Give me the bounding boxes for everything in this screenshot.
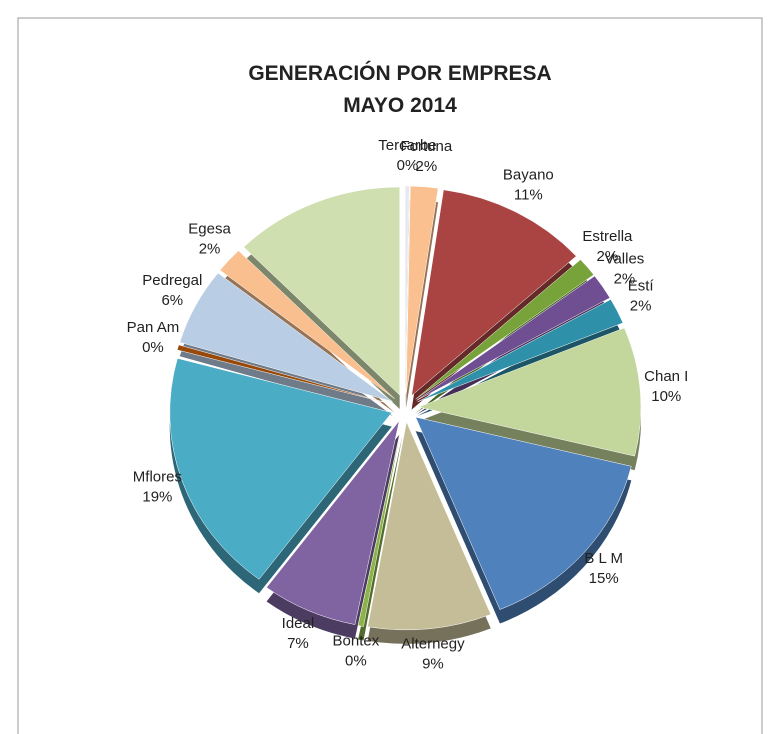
label-value: 9% bbox=[422, 656, 444, 673]
chart-subtitle: MAYO 2014 bbox=[343, 94, 457, 117]
slice bbox=[169, 358, 393, 580]
data-label: Estrella 2% bbox=[582, 228, 633, 265]
label-value: 2% bbox=[630, 298, 652, 315]
label-name: Egesa bbox=[188, 220, 231, 237]
data-label: Valles 2% bbox=[605, 250, 645, 287]
label-name: Chan I bbox=[644, 368, 688, 385]
data-label: Tercarbe 0% bbox=[378, 137, 436, 174]
chart-title: GENERACIÓN POR EMPRESA bbox=[248, 61, 551, 85]
label-value: 0% bbox=[345, 653, 367, 670]
data-label: Bontex 0% bbox=[333, 633, 380, 670]
slice bbox=[417, 299, 624, 403]
label-name: Pedregal bbox=[142, 272, 202, 289]
slice bbox=[176, 344, 392, 405]
label-value: 19% bbox=[142, 489, 172, 506]
data-label: Ideal 7% bbox=[282, 615, 315, 652]
label-name: Mflores bbox=[133, 469, 182, 486]
data-label: Mflores 19% bbox=[133, 469, 182, 506]
label-value: 15% bbox=[589, 570, 619, 587]
label-name: Bayano bbox=[503, 166, 554, 183]
label-value: 10% bbox=[651, 388, 681, 405]
label-value: 2% bbox=[199, 240, 221, 257]
label-name: Bontex bbox=[333, 633, 380, 650]
slice bbox=[415, 416, 632, 610]
slice bbox=[357, 421, 403, 627]
slice bbox=[243, 186, 400, 396]
slice bbox=[219, 250, 395, 399]
label-value: 11% bbox=[514, 186, 543, 203]
label-name: Estí bbox=[628, 278, 655, 295]
label-name: Fortuna bbox=[401, 138, 453, 155]
data-label: Chan I 10% bbox=[644, 368, 688, 405]
label-value: 2% bbox=[614, 270, 636, 287]
label-value: 7% bbox=[287, 635, 309, 652]
slice bbox=[415, 259, 595, 400]
label-value: 0% bbox=[142, 339, 164, 356]
data-label: Egesa 2% bbox=[188, 220, 231, 257]
slice bbox=[266, 420, 400, 625]
data-label: Estí 2% bbox=[628, 278, 655, 315]
slice bbox=[416, 275, 611, 401]
data-label: Alternegy 9% bbox=[401, 636, 465, 673]
label-value: 6% bbox=[161, 292, 183, 309]
data-label: Fortuna 2% bbox=[401, 138, 453, 175]
label-name: Tercarbe bbox=[378, 137, 436, 154]
data-label: Pan Am 0% bbox=[127, 319, 180, 356]
slice bbox=[179, 272, 393, 402]
label-name: Valles bbox=[605, 250, 645, 267]
slice bbox=[418, 327, 642, 457]
slice bbox=[405, 185, 439, 395]
label-value: 2% bbox=[416, 158, 438, 175]
slice bbox=[411, 189, 577, 397]
label-name: Estrella bbox=[582, 228, 633, 245]
data-label: Bayano 11% bbox=[503, 166, 554, 203]
label-name: B L M bbox=[584, 550, 623, 567]
data-label: Pedregal 6% bbox=[142, 272, 202, 309]
label-name: Pan Am bbox=[127, 319, 180, 336]
label-name: Alternegy bbox=[401, 636, 465, 653]
label-value: 0% bbox=[397, 157, 419, 174]
label-value: 2% bbox=[597, 248, 619, 265]
chart-frame bbox=[17, 17, 763, 734]
label-name: Ideal bbox=[282, 615, 315, 632]
slice bbox=[404, 185, 410, 395]
slice bbox=[367, 421, 492, 631]
data-label: B L M 15% bbox=[584, 550, 623, 587]
